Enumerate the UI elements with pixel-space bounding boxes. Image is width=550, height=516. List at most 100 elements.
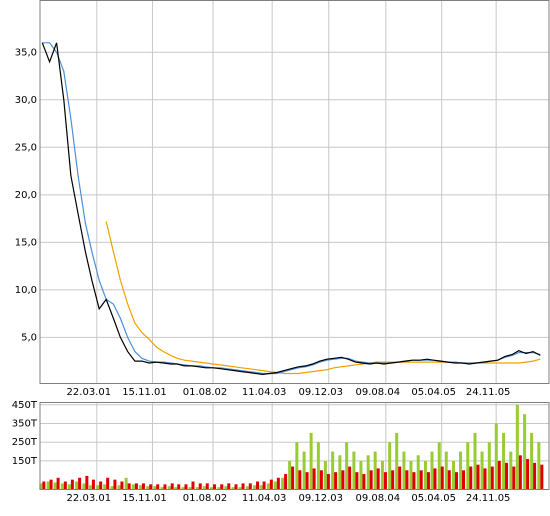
volume-bar <box>198 483 202 489</box>
volume-bar <box>269 479 273 489</box>
plot-border <box>39 402 550 490</box>
volume-bar <box>117 485 121 489</box>
y-tick-label: 25,0 <box>15 142 37 153</box>
volume-bar <box>174 487 178 489</box>
volume-bar <box>134 483 138 489</box>
volume-bar <box>262 481 266 489</box>
x-tick-label: 15.11.01 <box>122 387 167 398</box>
volume-bar <box>412 472 416 489</box>
volume-bar <box>505 462 509 489</box>
volume-bar <box>395 432 399 489</box>
volume-bar <box>205 483 209 489</box>
volume-bar <box>305 472 309 489</box>
volume-bar <box>202 486 206 489</box>
x-tick-label: 24.11.05 <box>466 387 511 398</box>
volume-bar <box>459 451 463 489</box>
volume-bar <box>437 442 441 489</box>
volume-bar <box>188 487 192 489</box>
volume-bar <box>234 484 238 489</box>
volume-bar <box>316 442 320 489</box>
volume-bar <box>42 481 46 489</box>
volume-bar <box>213 484 217 489</box>
volume-bar <box>423 460 427 489</box>
y-tick-label: 30,0 <box>15 95 37 106</box>
volume-bar <box>70 479 74 489</box>
volume-bar <box>156 484 160 489</box>
y-tick-label: 250T <box>12 437 38 448</box>
volume-bar <box>63 481 67 489</box>
volume-bar <box>238 487 242 489</box>
x-tick-label: 15.11.01 <box>122 493 167 504</box>
volume-bar <box>181 487 185 489</box>
x-tick-label: 11.04.03 <box>242 387 287 398</box>
volume-bar <box>46 481 50 489</box>
volume-bar <box>476 464 480 489</box>
volume-bar <box>170 483 174 489</box>
volume-bar <box>362 474 366 489</box>
volume-bar <box>416 455 420 489</box>
volume-bar <box>466 442 470 489</box>
volume-bar <box>348 466 352 489</box>
price-line <box>105 221 541 375</box>
volume-bar <box>39 483 43 489</box>
volume-bar <box>452 460 456 489</box>
x-tick-label: 24.11.05 <box>466 493 511 504</box>
volume-bar <box>405 470 409 489</box>
volume-bar <box>473 432 477 489</box>
volume-bar <box>220 484 224 489</box>
volume-bar <box>341 470 345 489</box>
volume-bar <box>338 455 342 489</box>
volume-bar <box>533 462 537 489</box>
volume-bar <box>469 466 473 489</box>
volume-bar <box>355 472 359 489</box>
volume-bar <box>369 470 373 489</box>
volume-bar <box>160 487 164 489</box>
volume-bar <box>85 475 89 489</box>
volume-bar <box>359 460 363 489</box>
y-tick-label: 5,0 <box>21 332 37 343</box>
volume-bar <box>78 477 82 489</box>
volume-bar <box>163 484 167 489</box>
x-tick-label: 09.08.04 <box>356 387 401 398</box>
x-tick-label: 01.08.02 <box>183 387 228 398</box>
volume-bar <box>526 459 530 489</box>
volume-bar <box>319 470 323 489</box>
volume-bar <box>227 483 231 489</box>
volume-bar <box>331 451 335 489</box>
volume-bar <box>409 460 413 489</box>
plot-border <box>39 0 550 384</box>
volume-bar <box>120 481 124 489</box>
volume-bar <box>195 487 199 489</box>
x-tick-label: 11.04.03 <box>242 493 287 504</box>
volume-bar <box>96 485 100 489</box>
volume-bar <box>103 484 107 489</box>
x-tick-label: 09.12.03 <box>298 387 343 398</box>
volume-bar <box>127 483 131 489</box>
volume-bar <box>440 466 444 489</box>
volume-bar <box>537 442 541 489</box>
volume-bar <box>352 451 356 489</box>
volume-bar <box>444 451 448 489</box>
volume-bar <box>60 483 64 489</box>
volume-bar <box>312 468 316 489</box>
volume-bar <box>502 432 506 489</box>
volume-bar <box>366 455 370 489</box>
y-tick-label: 10,0 <box>15 285 37 296</box>
volume-bar <box>224 486 228 489</box>
volume-bar <box>53 482 57 489</box>
volume-bar <box>512 466 516 489</box>
volume-bar <box>124 477 128 489</box>
y-tick-label: 35,0 <box>15 47 37 58</box>
volume-bar <box>288 460 292 489</box>
volume-bar <box>530 432 534 489</box>
volume-bar <box>398 466 402 489</box>
volume-bar <box>426 472 430 489</box>
volume-bar <box>266 483 270 489</box>
volume-bar <box>167 486 171 489</box>
y-tick-label: 15,0 <box>15 237 37 248</box>
volume-bar <box>523 414 527 489</box>
volume-bar <box>323 460 327 489</box>
volume-bar <box>146 486 150 489</box>
volume-bar <box>518 455 522 489</box>
